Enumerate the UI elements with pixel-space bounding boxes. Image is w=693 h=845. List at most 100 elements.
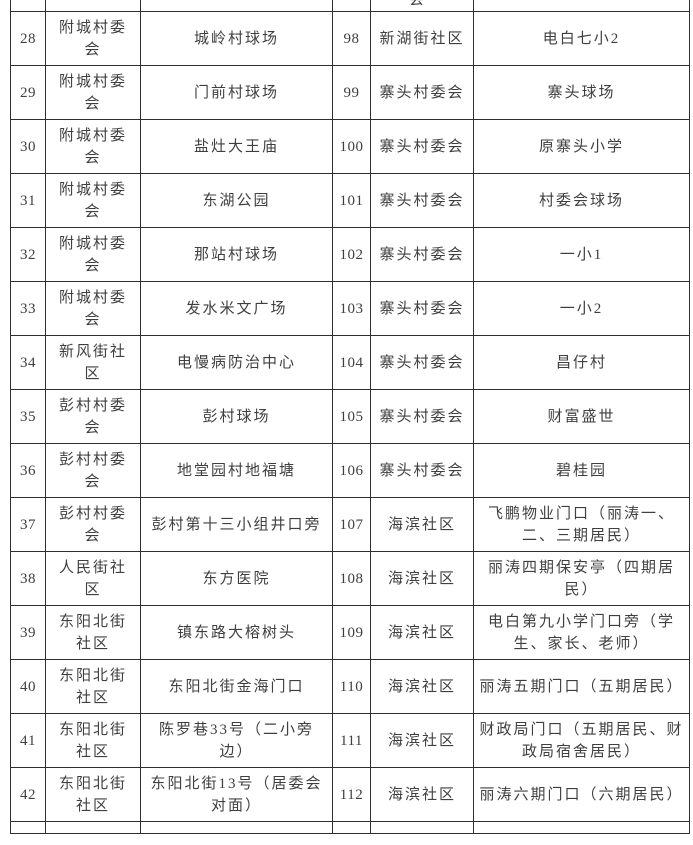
cell-committee-right: 海滨社区: [370, 551, 474, 606]
cell-index-right: 107: [332, 497, 371, 552]
cell-location-left: 地堂园村地福塘: [140, 443, 333, 498]
cell-index-left: 33: [10, 281, 46, 336]
cell-location-left: 东方医院: [140, 551, 333, 606]
cell-index-left: 42: [10, 767, 46, 822]
cell-committee-left: 附城村委会: [45, 11, 141, 66]
cell-index-left: 30: [10, 119, 46, 174]
cell-location-left: 门前村球场: [140, 65, 333, 120]
table-row: 34 新风街社区 电慢病防治中心 104 寨头村委会 昌仔村: [10, 335, 690, 390]
cell-committee-right: 海滨社区: [370, 605, 474, 660]
cell-location-right: 丽涛五期门口（五期居民）: [473, 659, 690, 714]
cell-committee-left: 东阳北街社区: [45, 713, 141, 768]
table-row: 31 附城村委会 东湖公园 101 寨头村委会 村委会球场: [10, 173, 690, 228]
table-body: 28 附城村委会 城岭村球场 98 新湖街社区 电白七小2 29 附城村委会 门…: [10, 0, 690, 834]
cell-location-left: 盐灶大王庙: [140, 119, 333, 174]
cell-index-right: 99: [332, 65, 371, 120]
partial-cell: [473, 0, 690, 12]
cell-location-right: 丽涛四期保安亭（四期居民）: [473, 551, 690, 606]
cell-committee-left: 人民街社区: [45, 551, 141, 606]
partial-cell: [140, 821, 333, 834]
cell-index-left: 35: [10, 389, 46, 444]
partial-cell: [45, 0, 141, 12]
cell-location-right: 电白七小2: [473, 11, 690, 66]
cell-location-left: 东湖公园: [140, 173, 333, 228]
cell-index-right: 101: [332, 173, 371, 228]
cell-index-right: 108: [332, 551, 371, 606]
partial-cell: [332, 0, 371, 12]
cell-location-right: 电白第九小学门口旁（学生、家长、老师）: [473, 605, 690, 660]
partial-cell: [370, 821, 474, 834]
table-row: 41 东阳北街社区 陈罗巷33号（二小旁边） 111 海滨社区 财政局门口（五期…: [10, 713, 690, 768]
cell-index-right: 109: [332, 605, 371, 660]
cell-index-right: 106: [332, 443, 371, 498]
cell-location-left: 彭村第十三小组井口旁: [140, 497, 333, 552]
partial-cell: [140, 0, 333, 12]
cell-committee-right: 寨头村委会: [370, 281, 474, 336]
cell-index-left: 29: [10, 65, 46, 120]
table-row: 30 附城村委会 盐灶大王庙 100 寨头村委会 原寨头小学: [10, 119, 690, 174]
cell-committee-right: 寨头村委会: [370, 173, 474, 228]
cell-index-left: 36: [10, 443, 46, 498]
cell-index-right: 111: [332, 713, 371, 768]
cell-index-left: 39: [10, 605, 46, 660]
cell-committee-right: 寨头村委会: [370, 65, 474, 120]
cell-committee-left: 彭村村委会: [45, 497, 141, 552]
cell-committee-left: 附城村委会: [45, 227, 141, 282]
partial-top-row: [10, 0, 690, 12]
cell-committee-right: 海滨社区: [370, 497, 474, 552]
cell-committee-right: 海滨社区: [370, 713, 474, 768]
table-row: 37 彭村村委会 彭村第十三小组井口旁 107 海滨社区 飞鹏物业门口（丽涛一、…: [10, 497, 690, 552]
cell-committee-left: 附城村委会: [45, 119, 141, 174]
cell-index-right: 103: [332, 281, 371, 336]
cell-committee-left: 东阳北街社区: [45, 659, 141, 714]
cell-location-left: 那站村球场: [140, 227, 333, 282]
cell-index-right: 98: [332, 11, 371, 66]
cell-committee-right: 海滨社区: [370, 767, 474, 822]
cell-index-left: 32: [10, 227, 46, 282]
cell-location-left: 电慢病防治中心: [140, 335, 333, 390]
cell-location-right: 原寨头小学: [473, 119, 690, 174]
cell-index-left: 28: [10, 11, 46, 66]
table-row: 36 彭村村委会 地堂园村地福塘 106 寨头村委会 碧桂园: [10, 443, 690, 498]
partial-cell: [473, 821, 690, 834]
cell-location-right: 财政局门口（五期居民、财政局宿舍居民）: [473, 713, 690, 768]
cell-location-right: 丽涛六期门口（六期居民）: [473, 767, 690, 822]
cell-location-left: 东阳北街13号（居委会对面）: [140, 767, 333, 822]
cell-location-left: 陈罗巷33号（二小旁边）: [140, 713, 333, 768]
cell-committee-left: 新风街社区: [45, 335, 141, 390]
cell-committee-right: 寨头村委会: [370, 227, 474, 282]
cell-location-left: 镇东路大榕树头: [140, 605, 333, 660]
cell-index-right: 105: [332, 389, 371, 444]
cell-location-right: 一小1: [473, 227, 690, 282]
cell-index-left: 41: [10, 713, 46, 768]
cell-index-right: 112: [332, 767, 371, 822]
table-row: 35 彭村村委会 彭村球场 105 寨头村委会 财富盛世: [10, 389, 690, 444]
partial-bottom-row: [10, 821, 690, 834]
cell-location-right: 碧桂园: [473, 443, 690, 498]
cell-committee-right: 寨头村委会: [370, 335, 474, 390]
table-row: 28 附城村委会 城岭村球场 98 新湖街社区 电白七小2: [10, 11, 690, 66]
partial-cell: [45, 821, 141, 834]
cell-index-right: 110: [332, 659, 371, 714]
cell-location-left: 彭村球场: [140, 389, 333, 444]
partial-cell: [10, 821, 46, 834]
cell-committee-right: 海滨社区: [370, 659, 474, 714]
cell-committee-left: 附城村委会: [45, 173, 141, 228]
cell-location-left: 东阳北街金海门口: [140, 659, 333, 714]
cell-committee-left: 附城村委会: [45, 281, 141, 336]
cell-location-left: 城岭村球场: [140, 11, 333, 66]
cell-location-right: 财富盛世: [473, 389, 690, 444]
cell-location-right: 一小2: [473, 281, 690, 336]
cell-committee-right: 寨头村委会: [370, 389, 474, 444]
cell-committee-right: 寨头村委会: [370, 443, 474, 498]
cell-location-right: 寨头球场: [473, 65, 690, 120]
cell-committee-right: 寨头村委会: [370, 119, 474, 174]
table-row: 32 附城村委会 那站村球场 102 寨头村委会 一小1: [10, 227, 690, 282]
table-row: 42 东阳北街社区 东阳北街13号（居委会对面） 112 海滨社区 丽涛六期门口…: [10, 767, 690, 822]
table-row: 29 附城村委会 门前村球场 99 寨头村委会 寨头球场: [10, 65, 690, 120]
cell-index-right: 102: [332, 227, 371, 282]
cell-committee-left: 彭村村委会: [45, 389, 141, 444]
cell-index-left: 38: [10, 551, 46, 606]
pickup-points-table: 28 附城村委会 城岭村球场 98 新湖街社区 电白七小2 29 附城村委会 门…: [10, 0, 690, 834]
